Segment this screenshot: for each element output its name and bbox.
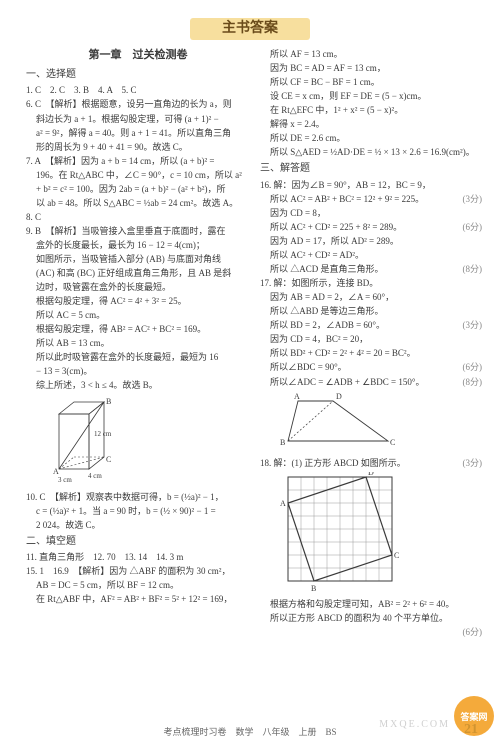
answer-9e: 边时，吸管露在盒外的长度最短。 [26,281,250,294]
answer-16d: 所以 AC² + CD² = 225 + 8² = 289。(6分) [260,221,484,234]
svg-text:D: D [336,392,342,401]
answer-16b: 所以 AC² = AB² + BC² = 12² + 9² = 225。(3分) [260,193,484,206]
answer-16c: 因为 CD = 8， [260,207,484,220]
answer-11-14: 11. 直角三角形 12. 70 13. 14 14. 3 m [26,551,250,564]
answer-17f: 所以 BD² + CD² = 2² + 4² = 20 = BC²。 [260,347,484,360]
answer-9b: 盒外的长度最长，最长为 16 − 12 = 4(cm)； [26,239,250,252]
watermark-url: MXQE.COM [379,719,450,730]
watermark-badge: 答案网 [454,696,494,736]
answer-15a: 15. 1 16.9 【解析】因为 △ABF 的面积为 30 cm²， [26,565,250,578]
cont-r3: 所以 CF = BC − BF = 1 cm。 [260,76,484,89]
section-2: 二、填空题 [26,535,250,550]
svg-text:B: B [280,438,285,447]
cont-r1: 所以 AF = 13 cm。 [260,48,484,61]
section-1: 一、选择题 [26,68,250,83]
svg-text:C: C [106,455,111,464]
content-columns: 第一章 过关检测卷 一、选择题 1. C 2. C 3. B 4. A 5. C… [0,48,500,639]
section-3: 三、解答题 [260,162,484,177]
answer-17e: 因为 CD = 4，BC² = 20， [260,333,484,346]
left-column: 第一章 过关检测卷 一、选择题 1. C 2. C 3. B 4. A 5. C… [26,48,250,639]
answer-7a: 7. A 【解析】因为 a + b = 14 cm，所以 (a + b)² = [26,155,250,168]
svg-text:A: A [294,392,300,401]
answer-9g: 所以 AC = 5 cm。 [26,309,250,322]
svg-text:D: D [368,472,374,477]
answer-1-5: 1. C 2. C 3. B 4. A 5. C [26,84,250,97]
svg-text:A: A [53,467,59,476]
answer-10a: 10. C 【解析】观察表中数据可得，b = (½a)² − 1， [26,491,250,504]
right-column: 所以 AF = 13 cm。 因为 BC = AD = AF = 13 cm， … [260,48,484,639]
answer-9f: 根据勾股定理，得 AC² = 4² + 3² = 25。 [26,295,250,308]
cont-r4: 设 CE = x cm，则 EF = DE = (5 − x)cm。 [260,90,484,103]
answer-15b: AB = DC = 5 cm，所以 BF = 12 cm。 [26,579,250,592]
answer-18a: 18. 解：(1) 正方形 ABCD 如图所示。(3分) [260,457,484,470]
svg-text:3 cm: 3 cm [58,476,72,484]
answer-9c: 如图所示，当吸管插入部分 (AB) 与底面对角线 [26,253,250,266]
svg-text:C: C [390,438,395,447]
answer-18c: 所以正方形 ABCD 的面积为 40 个平方单位。 [260,612,484,625]
answer-10b: c = (½a)² + 1。当 a = 90 时，b = (½ × 90)² −… [26,505,250,518]
answer-17a: 17. 解：如图所示，连接 BD。 [260,277,484,290]
answer-9j: 所以此时吸管露在盒外的长度最短，最短为 16 [26,351,250,364]
grid-diagram: A B C D [278,472,484,596]
answer-17b: 因为 AB = AD = 2，∠A = 60°， [260,291,484,304]
answer-15c: 在 Rt△ABF 中，AF² = AB² + BF² = 5² + 12² = … [26,593,250,606]
answer-9k: − 13 = 3(cm)。 [26,365,250,378]
answer-9d: (AC) 和高 (BC) 正好组成直角三角形，且 AB 是斜 [26,267,250,280]
cont-r8: 所以 S△AED = ½AD·DE = ½ × 13 × 2.6 = 16.9(… [260,146,484,159]
answer-9l: 综上所述，3 < h ≤ 4。故选 B。 [26,379,250,392]
answer-7c: + b² = c² = 100。因为 2ab = (a + b)² − (a² … [26,183,250,196]
cont-r7: 所以 DE = 2.6 cm。 [260,132,484,145]
answer-17c: 所以 △ABD 是等边三角形。 [260,305,484,318]
main-title: 主书答案 [190,18,310,40]
answer-10c: 2 024。故选 C。 [26,519,250,532]
quad-diagram: A D B C [278,391,484,455]
answer-9i: 所以 AB = 13 cm。 [26,337,250,350]
svg-text:B: B [106,397,111,406]
answer-16f: 所以 AC² + CD² = AD²。 [260,249,484,262]
svg-text:B: B [311,584,316,592]
answer-6c: a² = 9²，解得 a = 40。则 a + 1 = 41。所以直角三角 [26,127,250,140]
cont-r6: 解得 x = 2.4。 [260,118,484,131]
answer-6b: 斜边长为 a + 1。根据勾股定理，可得 (a + 1)² − [26,113,250,126]
answer-17g: 所以∠BDC = 90°。(6分) [260,361,484,374]
answer-9a: 9. B 【解析】当吸管接入盒里垂直于底面时，露在 [26,225,250,238]
answer-17d: 所以 BD = 2，∠ADB = 60°。(3分) [260,319,484,332]
answer-18b: 根据方格和勾股定理可知，AB² = 2² + 6² = 40。 [260,598,484,611]
svg-text:C: C [394,551,399,560]
answer-7d: 以 ab = 48。所以 S△ABC = ½ab = 24 cm²。故选 A。 [26,197,250,210]
answer-9h: 根据勾股定理，得 AB² = AC² + BC² = 169。 [26,323,250,336]
svg-text:4 cm: 4 cm [88,472,102,480]
box-diagram: A B C 12 cm 3 cm 4 cm [44,394,250,488]
answer-8: 8. C [26,211,250,224]
answer-17h: 所以∠ADC = ∠ADB + ∠BDC = 150°。(8分) [260,376,484,389]
answer-6d: 形的周长为 9 + 40 + 41 = 90。故选 C。 [26,141,250,154]
answer-7b: 196。在 Rt△ABC 中，∠C = 90°，c = 10 cm，所以 a² [26,169,250,182]
answer-16g: 所以 △ACD 是直角三角形。(8分) [260,263,484,276]
cont-r2: 因为 BC = AD = AF = 13 cm， [260,62,484,75]
svg-text:12 cm: 12 cm [94,430,112,438]
answer-16a: 16. 解：因为∠B = 90°，AB = 12，BC = 9， [260,179,484,192]
cont-r5: 在 Rt△EFC 中，1² + x² = (5 − x)²。 [260,104,484,117]
answer-6a: 6. C 【解析】根据题意，设另一直角边的长为 a，则 [26,98,250,111]
svg-text:A: A [280,499,286,508]
answer-16e: 因为 AD = 17，所以 AD² = 289。 [260,235,484,248]
chapter-title: 第一章 过关检测卷 [26,48,250,64]
